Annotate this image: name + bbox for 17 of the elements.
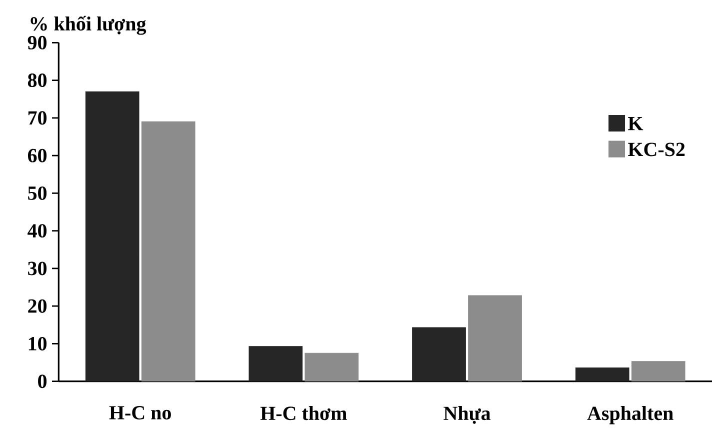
y-tick-label: 50 bbox=[28, 186, 47, 200]
y-tick-label: 10 bbox=[28, 336, 47, 350]
x-tick-label: H-C thơm bbox=[260, 406, 347, 420]
y-tick-label: 30 bbox=[28, 262, 47, 276]
x-tick-label: Asphalten bbox=[587, 406, 674, 424]
y-tick-label: 90 bbox=[28, 36, 47, 50]
y-tick-label: 40 bbox=[28, 224, 47, 238]
legend-label: KC-S2 bbox=[628, 142, 685, 156]
y-axis-title: % khối lượng bbox=[30, 16, 146, 35]
x-tick-label: H-C no bbox=[109, 406, 171, 420]
x-tick-label: Nhựa bbox=[444, 406, 490, 424]
y-tick-label: 0 bbox=[38, 374, 47, 388]
y-tick-label: 70 bbox=[28, 111, 47, 125]
y-tick-label: 80 bbox=[28, 74, 47, 88]
legend-label: K bbox=[628, 117, 644, 130]
y-tick-label: 60 bbox=[28, 148, 47, 162]
y-tick-label: 20 bbox=[28, 299, 47, 313]
